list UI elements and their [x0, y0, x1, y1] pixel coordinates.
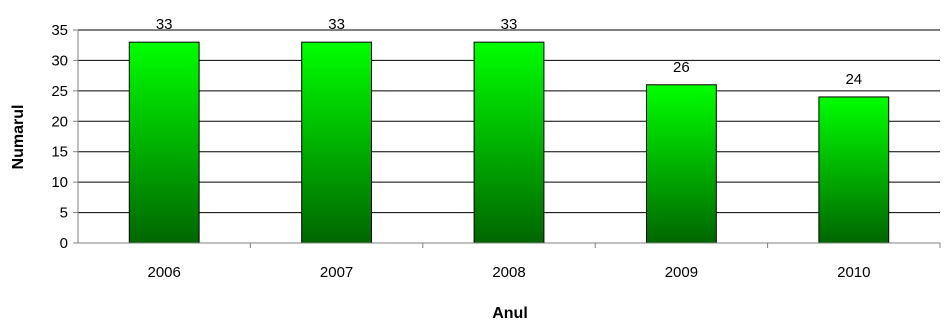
x-tick-label-2006: 2006 — [148, 264, 181, 281]
y-tick-label: 30 — [51, 52, 68, 69]
bar-2010 — [818, 96, 890, 244]
y-tick-label: 5 — [60, 205, 68, 222]
bar-2008 — [473, 41, 545, 244]
x-tick-label-2007: 2007 — [320, 264, 353, 281]
bar-2006 — [128, 41, 200, 244]
bar-2007 — [301, 41, 373, 244]
y-tick-label: 25 — [51, 83, 68, 100]
x-tick-label-2009: 2009 — [665, 264, 698, 281]
data-label-2008: 33 — [501, 16, 518, 33]
data-label-2006: 33 — [156, 16, 173, 33]
y-tick-label: 15 — [51, 144, 68, 161]
labels: 0 5 10 15 20 25 30 35 33 2006 33 2007 33 2008 26 2009 24… — [51, 16, 870, 281]
x-axis-title: Anul — [492, 305, 528, 322]
data-label-2009: 26 — [673, 59, 690, 76]
y-tick-label: 10 — [51, 174, 68, 191]
bar-2009 — [645, 84, 717, 244]
y-tick-label: 35 — [51, 22, 68, 39]
data-label-2010: 24 — [845, 71, 862, 88]
bars — [128, 41, 890, 244]
x-tick-label-2010: 2010 — [837, 264, 870, 281]
y-tick-label: 0 — [60, 235, 68, 252]
y-axis-title: Numarul — [10, 105, 27, 170]
axes — [73, 29, 941, 248]
x-tick-label-2008: 2008 — [492, 264, 525, 281]
data-label-2007: 33 — [328, 16, 345, 33]
y-tick-label: 20 — [51, 113, 68, 130]
